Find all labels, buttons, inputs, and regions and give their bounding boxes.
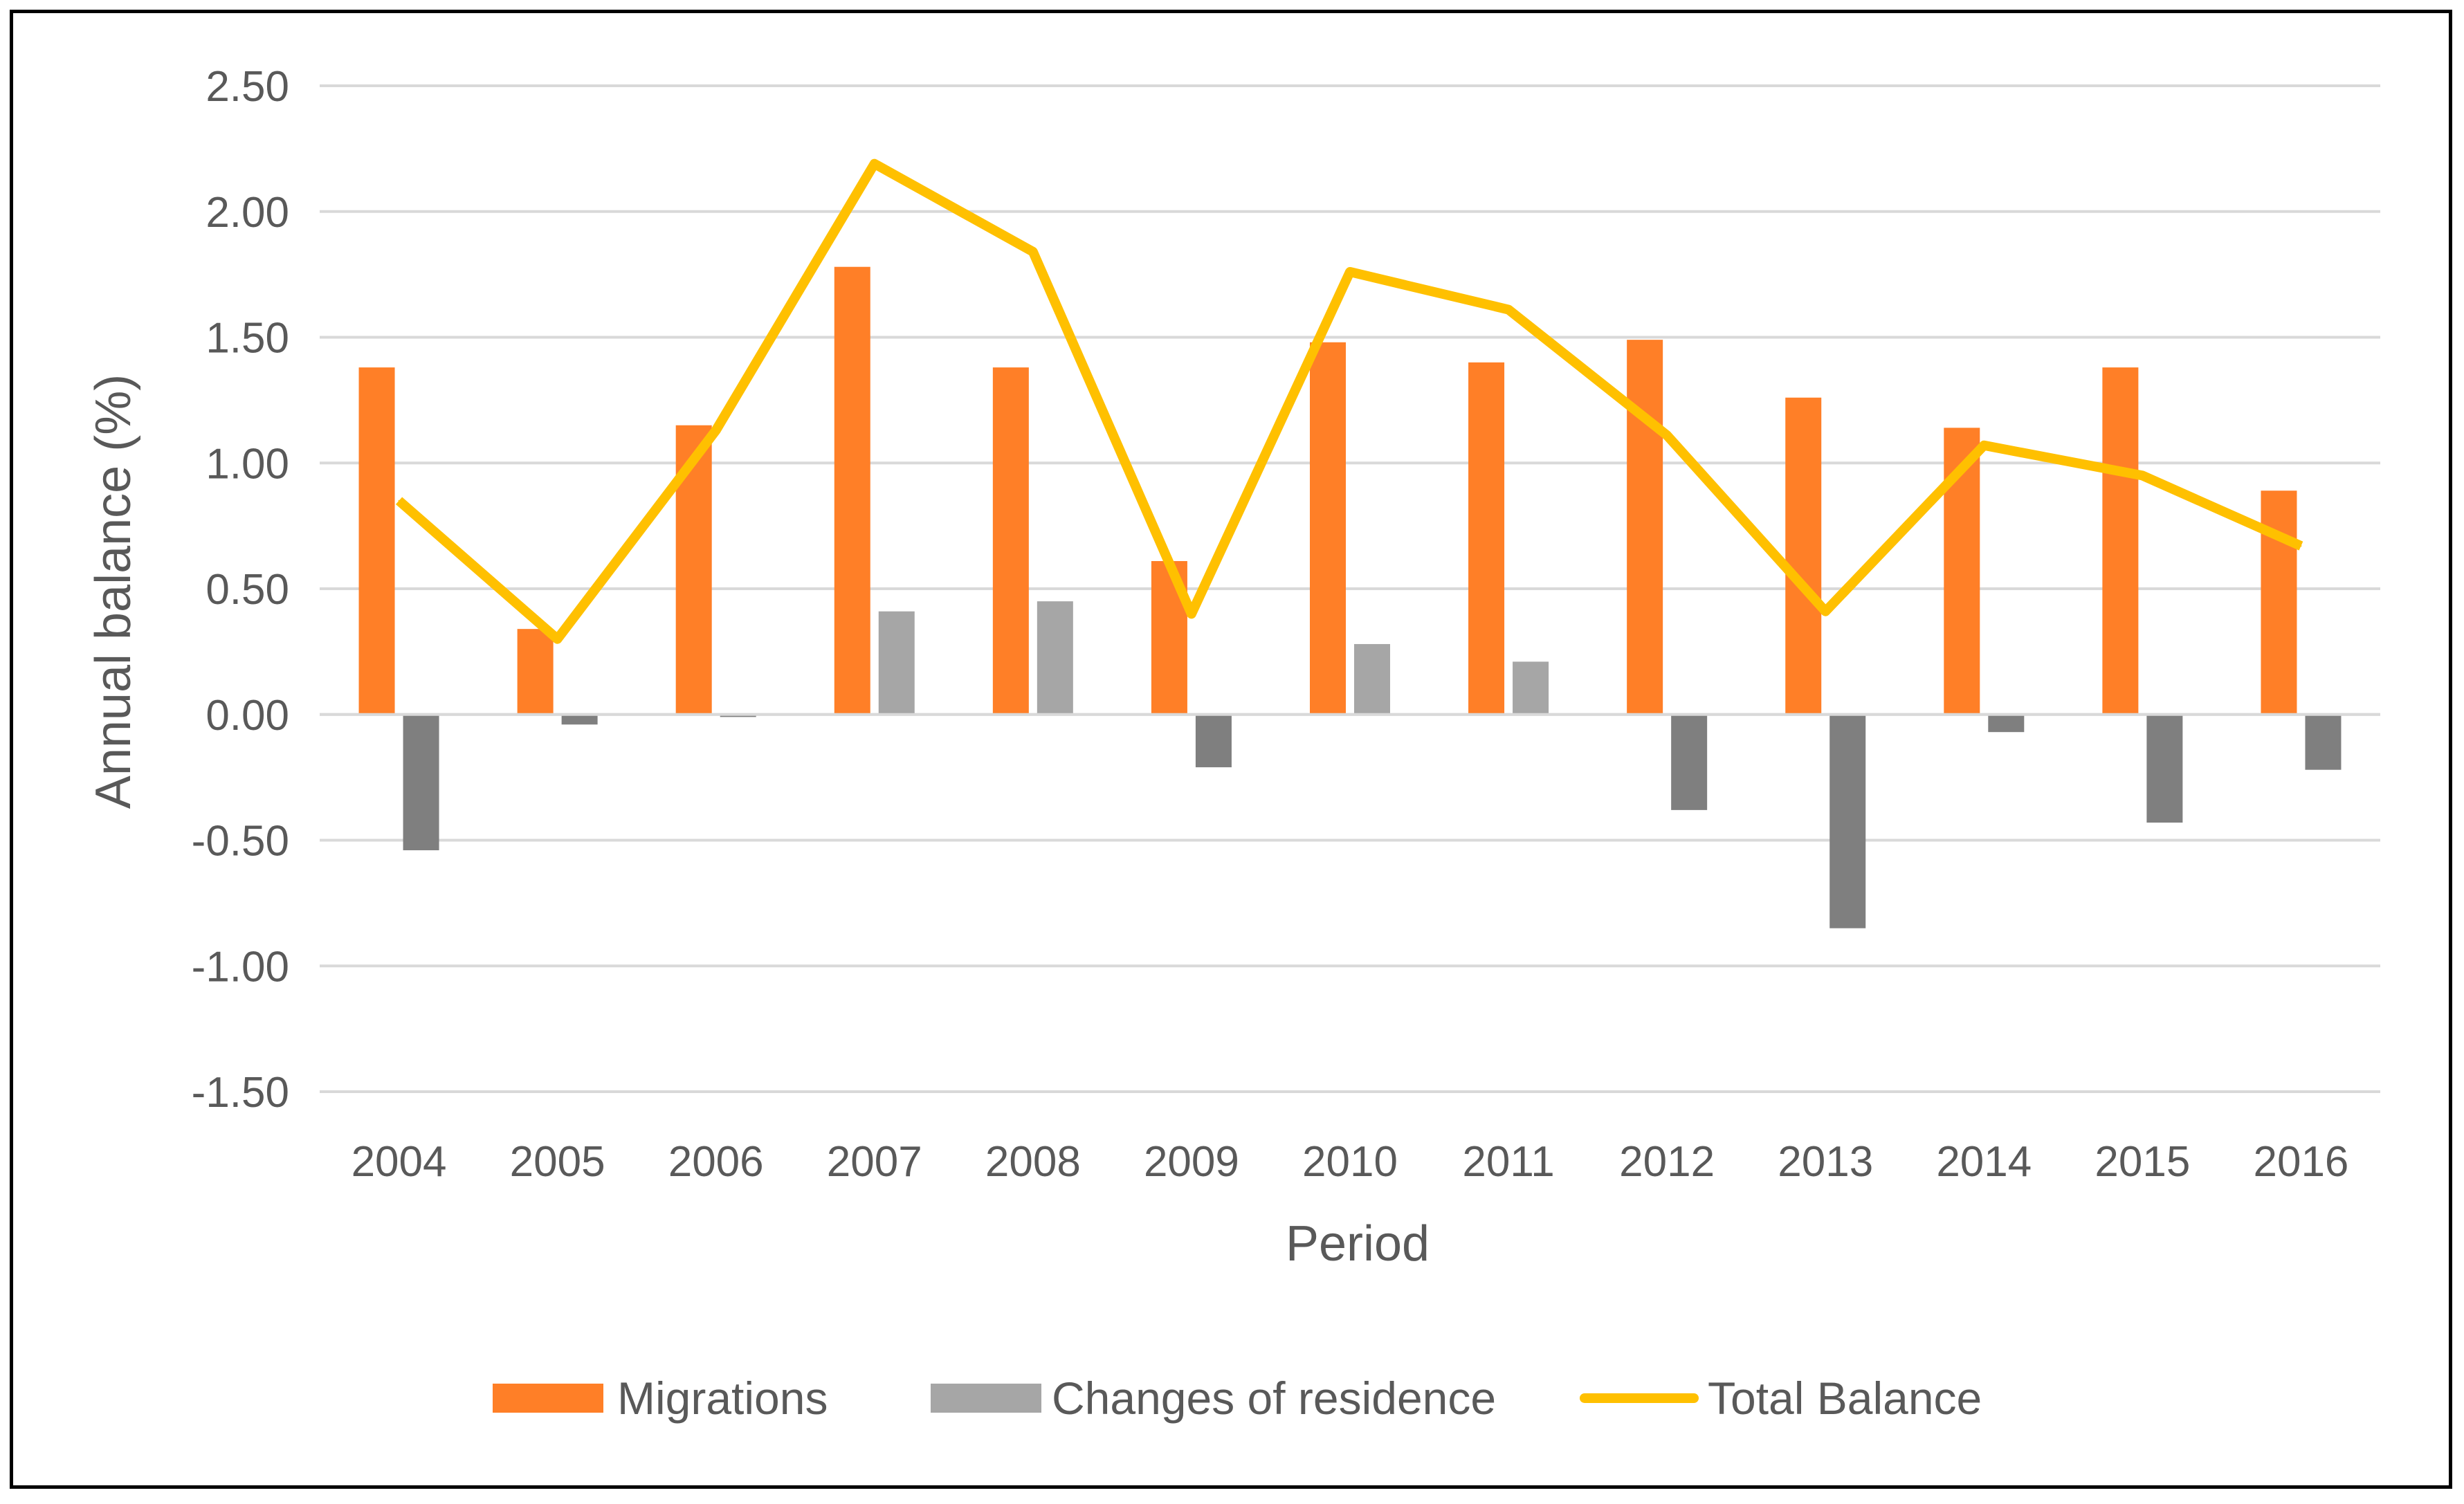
bar-changes-of-residence-2015 xyxy=(2146,714,2183,823)
legend-label-total-balance: Total Balance xyxy=(1708,1373,1982,1424)
x-tick-label: 2011 xyxy=(1462,1138,1554,1186)
bar-changes-of-residence-2005 xyxy=(561,714,598,725)
point-total-balance-2014 xyxy=(1983,444,1985,446)
y-tick-label: 1.00 xyxy=(206,440,289,488)
bar-migrations-2010 xyxy=(1310,342,1346,715)
bar-migrations-2005 xyxy=(517,629,554,715)
y-axis-ticks: 2.50 2.00 1.50 1.00 0.50 0.00 -0.50 -1.00 -1.50 xyxy=(192,63,289,1117)
y-tick-label: 0.50 xyxy=(206,566,289,614)
y-tick-label: -1.50 xyxy=(192,1069,289,1117)
bar-changes-of-residence-2013 xyxy=(1829,714,1866,928)
point-total-balance-2015 xyxy=(2142,475,2144,477)
y-tick-label: -1.00 xyxy=(192,943,289,991)
bar-migrations-2004 xyxy=(358,367,395,715)
y-tick-label: 2.00 xyxy=(206,189,289,237)
gridlines xyxy=(320,84,2380,1093)
x-tick-label: 2010 xyxy=(1302,1138,1398,1186)
bar-changes-of-residence-2014 xyxy=(1988,714,2025,733)
bar-migrations-2016 xyxy=(2261,490,2297,715)
bar-migrations-2015 xyxy=(2102,367,2139,715)
point-total-balance-2006 xyxy=(715,429,717,431)
bar-changes-of-residence-2016 xyxy=(2305,714,2342,770)
point-total-balance-2004 xyxy=(398,499,400,502)
y-tick-label: -0.50 xyxy=(192,818,289,865)
legend-swatch-changes-of-residence xyxy=(931,1384,1041,1413)
x-tick-label: 2016 xyxy=(2253,1138,2348,1186)
y-axis-title: Annual balance (%) xyxy=(86,374,141,809)
y-tick-label: 1.50 xyxy=(206,315,289,363)
point-total-balance-2005 xyxy=(556,638,558,640)
x-tick-label: 2007 xyxy=(827,1138,922,1186)
x-tick-label: 2015 xyxy=(2095,1138,2190,1186)
bar-migrations-2011 xyxy=(1468,362,1505,715)
y-tick-label: 0.00 xyxy=(206,692,289,740)
x-tick-label: 2014 xyxy=(1936,1138,2032,1186)
point-total-balance-2016 xyxy=(2300,545,2302,547)
bar-changes-of-residence-2007 xyxy=(878,611,915,715)
legend: Migrations Changes of residence Total Ba… xyxy=(493,1373,1982,1424)
legend-swatch-migrations xyxy=(493,1384,603,1413)
x-tick-label: 2008 xyxy=(985,1138,1081,1186)
x-tick-label: 2012 xyxy=(1619,1138,1715,1186)
bar-changes-of-residence-2010 xyxy=(1354,643,1390,715)
bar-changes-of-residence-2011 xyxy=(1513,661,1549,715)
x-tick-label: 2004 xyxy=(352,1138,447,1186)
x-tick-label: 2005 xyxy=(510,1138,605,1186)
x-axis-title: Period xyxy=(1286,1216,1430,1272)
bar-changes-of-residence-2004 xyxy=(403,714,439,851)
point-total-balance-2011 xyxy=(1508,309,1510,311)
legend-label-migrations: Migrations xyxy=(617,1373,828,1424)
point-total-balance-2010 xyxy=(1349,270,1351,273)
bar-migrations-2012 xyxy=(1627,340,1663,715)
point-total-balance-2013 xyxy=(1825,610,1827,612)
bar-changes-of-residence-2012 xyxy=(1671,714,1708,810)
point-total-balance-2012 xyxy=(1666,434,1668,437)
bar-migrations-2007 xyxy=(834,266,870,715)
legend-label-changes-of-residence: Changes of residence xyxy=(1052,1373,1496,1424)
x-axis-ticks: 2004 2005 2006 2007 2008 2009 2010 2011 2012 2013… xyxy=(352,1138,2349,1186)
total-balance-line xyxy=(395,158,2303,644)
point-total-balance-2008 xyxy=(1032,250,1034,253)
x-tick-label: 2006 xyxy=(668,1138,764,1186)
point-total-balance-2009 xyxy=(1190,613,1192,615)
bar-changes-of-residence-2008 xyxy=(1037,601,1073,715)
bars xyxy=(320,266,2380,928)
bar-migrations-2013 xyxy=(1785,397,1822,715)
bar-migrations-2008 xyxy=(992,367,1029,715)
x-tick-label: 2009 xyxy=(1144,1138,1239,1186)
y-tick-label: 2.50 xyxy=(206,63,289,111)
bar-changes-of-residence-2009 xyxy=(1195,714,1232,768)
point-total-balance-2007 xyxy=(873,163,875,165)
x-tick-label: 2013 xyxy=(1778,1138,1873,1186)
